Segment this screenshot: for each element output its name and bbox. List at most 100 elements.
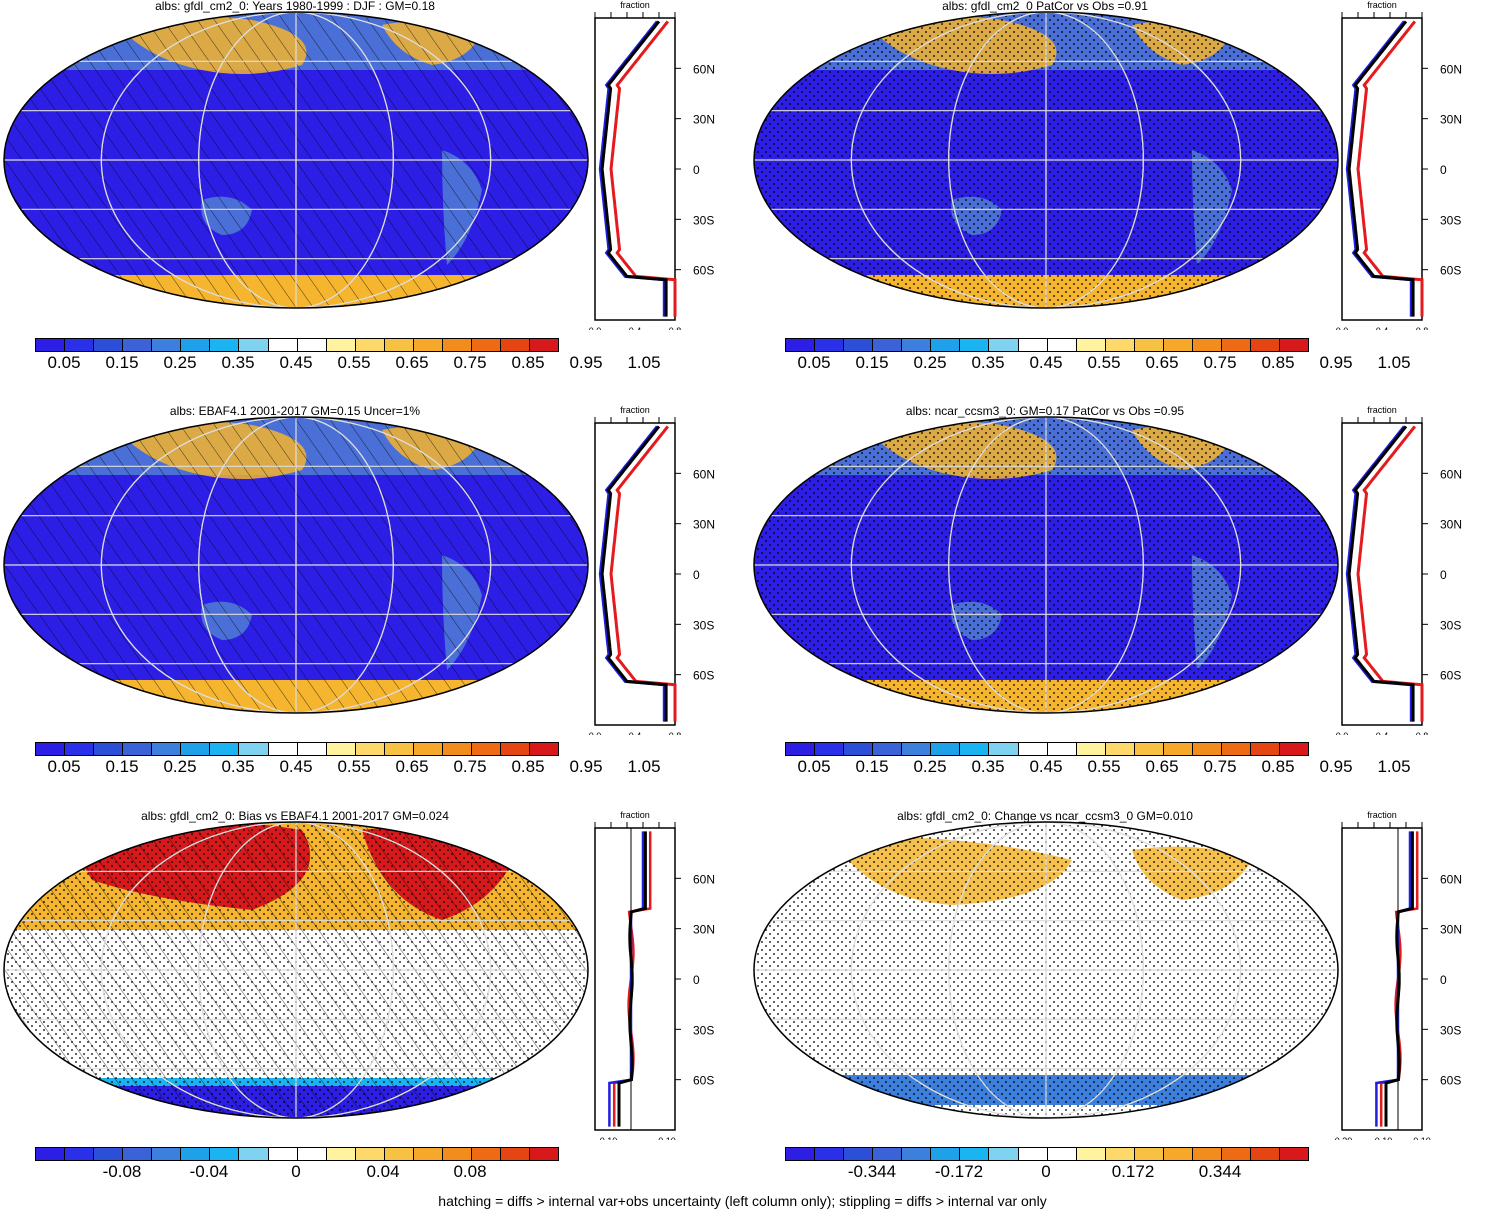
- colorbar-tick-label: 0.75: [453, 353, 487, 372]
- zonal-y-tick-label: 60N: [693, 467, 715, 481]
- longitude-gridline: [850, 12, 1242, 308]
- zonal-y-tick-label: 0: [693, 568, 700, 582]
- colorbar-labels-3: 0.05 0.15 0.25 0.35 0.45 0.55 0.65 0.75 0.85 0.95…: [35, 757, 660, 779]
- zonal-x-tick-label: 0.10: [658, 1136, 676, 1140]
- colorbar-swatch: [1221, 743, 1251, 755]
- colorbar-swatch: [1105, 1148, 1135, 1160]
- colorbar-swatch: [94, 743, 124, 755]
- zonal-model-curve: [600, 20, 668, 317]
- zonal-x-tick-label: 0.8: [1416, 326, 1429, 330]
- colorbar-swatch: [268, 1148, 298, 1160]
- panel-title-6: albs: gfdl_cm2_0: Change vs ncar_ccsm3_0…: [897, 809, 1193, 823]
- colorbar-swatch: [384, 743, 414, 755]
- colorbar-tick-label: 0: [291, 1162, 301, 1181]
- colorbar-tick-label: 0.35: [971, 757, 1005, 776]
- colorbar-swatch: [902, 743, 932, 755]
- zonal-svg: fraction 60N 30N 0 30S 60S 0.0 0.4 0.8: [1336, 0, 1462, 336]
- longitude-gridline: [948, 417, 1144, 713]
- colorbar-tick-label: 0.35: [971, 353, 1005, 372]
- colorbar-tick-label: 0.95: [1319, 353, 1353, 372]
- zonal-model-curve: [617, 831, 647, 1127]
- colorbar-swatch: [786, 1148, 816, 1160]
- zonal-model-curve: [1347, 20, 1415, 317]
- zonal-y-tick-label: 0: [1440, 973, 1447, 987]
- colorbar-tick-label: 0.55: [1087, 757, 1121, 776]
- colorbar-tick-label: 0.75: [1203, 757, 1237, 776]
- zonal-xlabel: fraction: [620, 810, 650, 820]
- colorbar-swatch: [355, 339, 385, 351]
- colorbar-swatch: [123, 339, 153, 351]
- colorbar-labels-4: 0.05 0.15 0.25 0.35 0.45 0.55 0.65 0.75 0.85 0.95…: [785, 757, 1410, 779]
- zonal-svg: fraction 60N 30N 0 30S 60S -0.30 -0.10 0.10: [1332, 810, 1462, 1146]
- colorbar-swatch: [65, 743, 95, 755]
- colorbar-swatch: [1251, 339, 1281, 351]
- zonal-xlabel: fraction: [1367, 405, 1397, 415]
- colorbar-tick-label: 0.15: [105, 757, 139, 776]
- zonal-x-tick-label: 0.10: [1413, 1136, 1431, 1140]
- colorbar-swatch: [36, 339, 66, 351]
- colorbar-swatch: [931, 1148, 961, 1160]
- zonal-y-tick-label: 30S: [1440, 213, 1461, 227]
- zonal-y-tick-label: 60S: [1440, 669, 1461, 683]
- zonal-x-tick-label: 0.0: [589, 326, 602, 330]
- colorbar-swatch: [471, 1148, 501, 1160]
- zonal-y-tick-label: 60S: [693, 1074, 714, 1088]
- colorbar-swatch: [501, 1148, 531, 1160]
- colorbar-swatch: [181, 1148, 211, 1160]
- colorbar-tick-label: 0.25: [163, 757, 197, 776]
- map-svg: [753, 821, 1339, 1119]
- zonal-y-tick-label: 60N: [1440, 62, 1462, 76]
- colorbar-swatch: [1163, 1148, 1193, 1160]
- colorbar-2: [785, 338, 1309, 352]
- zonal-obs-curve: [609, 20, 677, 317]
- colorbar-swatch: [239, 1148, 269, 1160]
- colorbar-swatch: [1163, 339, 1193, 351]
- colorbar-swatch: [989, 743, 1019, 755]
- colorbar-swatch: [1221, 339, 1251, 351]
- colorbar-swatch: [815, 339, 845, 351]
- colorbar-swatch: [1192, 1148, 1222, 1160]
- colorbar-tick-label: 1.05: [627, 757, 661, 776]
- map-svg: [3, 821, 589, 1119]
- colorbar-swatch: [268, 743, 298, 755]
- zonal-x-tick-label: 0.4: [1376, 326, 1389, 330]
- colorbar-swatch: [1047, 339, 1077, 351]
- zonal-y-tick-label: 30S: [693, 213, 714, 227]
- colorbar-tick-label: 0.95: [569, 353, 603, 372]
- colorbar-swatch: [960, 339, 990, 351]
- colorbar-swatch: [384, 1148, 414, 1160]
- zonal-y-tick-label: 30S: [693, 618, 714, 632]
- zonal-x-tick-label: 0.8: [669, 731, 682, 735]
- colorbar-swatch: [355, 743, 385, 755]
- zonal-mean-plot-2: fraction 60N 30N 0 30S 60S 0.0 0.4 0.8: [1322, 0, 1482, 336]
- colorbar-swatch: [181, 743, 211, 755]
- colorbar-tick-label: 0.45: [1029, 353, 1063, 372]
- colorbar-swatch: [239, 339, 269, 351]
- colorbar-swatch: [1280, 339, 1309, 351]
- colorbar-tick-label: 0.35: [221, 353, 255, 372]
- colorbar-tick-label: 0.15: [105, 353, 139, 372]
- colorbar-tick-label: 0.15: [855, 757, 889, 776]
- colorbar-swatch: [960, 1148, 990, 1160]
- map-svg: [3, 11, 589, 309]
- zonal-y-tick-label: 60S: [1440, 1074, 1461, 1088]
- colorbar-tick-label: 0.65: [395, 353, 429, 372]
- colorbar-swatch: [1076, 339, 1106, 351]
- map-border: [753, 821, 1339, 1119]
- colorbar-swatch: [36, 743, 66, 755]
- colorbar-swatch: [123, 1148, 153, 1160]
- colorbar-swatch: [1105, 743, 1135, 755]
- zonal-xlabel: fraction: [620, 405, 650, 415]
- zonal-x-tick-label: 0.4: [629, 731, 642, 735]
- colorbar-swatch: [297, 743, 327, 755]
- colorbar-swatch: [94, 339, 124, 351]
- colorbar-swatch: [355, 1148, 385, 1160]
- zonal-x-tick-label: 0.0: [589, 731, 602, 735]
- zonal-y-tick-label: 60S: [693, 669, 714, 683]
- longitude-gridline: [948, 12, 1144, 308]
- colorbar-tick-label: 0.35: [221, 757, 255, 776]
- map-border: [753, 11, 1339, 309]
- colorbar-swatch: [873, 1148, 903, 1160]
- colorbar-swatch: [1076, 743, 1106, 755]
- colorbar-swatch: [844, 339, 874, 351]
